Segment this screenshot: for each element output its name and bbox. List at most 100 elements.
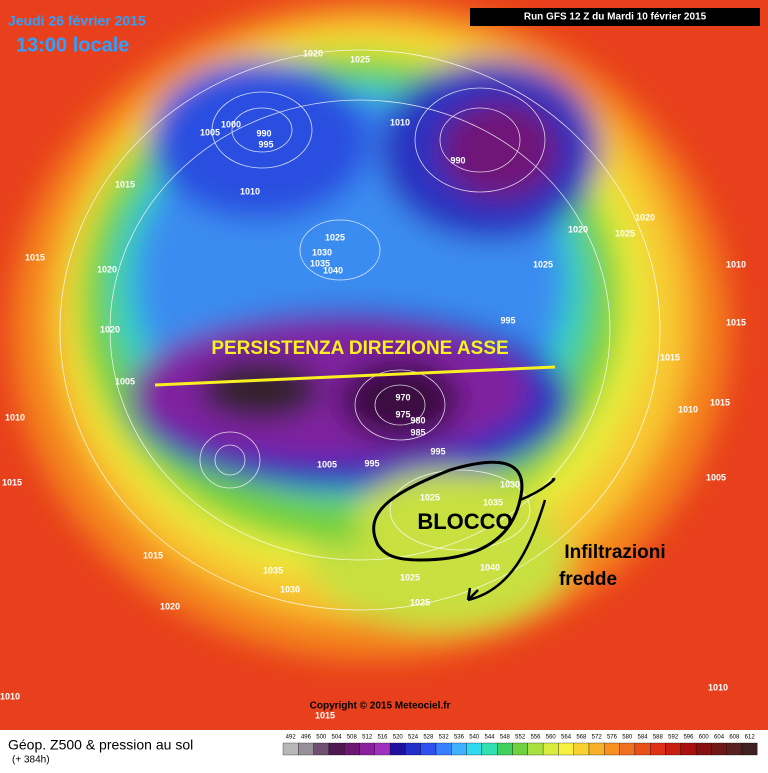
isobar-label: 1035 — [310, 258, 330, 268]
isobar-label: 995 — [430, 446, 445, 456]
scale-label: 552 — [515, 735, 526, 741]
scale-label: 500 — [316, 735, 327, 741]
scale-label: 532 — [439, 735, 450, 741]
scale-label: 524 — [408, 735, 419, 741]
isobar-label: 1015 — [315, 710, 335, 720]
isobar-label: 1010 — [0, 691, 20, 701]
isobar-label: 1005 — [200, 127, 220, 137]
isobar-label: 995 — [364, 458, 379, 468]
isobar-label: 1020 — [160, 601, 180, 611]
scale-label: 516 — [377, 735, 388, 741]
isobar-label: 1025 — [410, 597, 430, 607]
axis-annotation: PERSISTENZA DIREZIONE ASSE — [211, 338, 508, 359]
scale-label: 528 — [423, 735, 434, 741]
isobar-label: 995 — [500, 315, 515, 325]
scale-label: 568 — [576, 735, 587, 741]
isobar-label: 1025 — [533, 259, 553, 269]
scale-label: 540 — [469, 735, 480, 741]
scale-swatch — [405, 742, 421, 756]
isobar-label: 990 — [450, 155, 465, 165]
scale-swatch — [665, 742, 681, 756]
isobar-label: 1015 — [143, 550, 163, 560]
isobar-label: 1015 — [25, 252, 45, 262]
scale-swatch — [481, 742, 498, 756]
isobar-label: 1010 — [390, 117, 410, 127]
isobar-label: 1030 — [500, 479, 520, 489]
scale-swatch — [374, 742, 391, 756]
isobar-label: 1025 — [420, 492, 440, 502]
isobar-label: 1040 — [480, 562, 500, 572]
scale-swatch — [711, 742, 727, 756]
isobar-label: 1035 — [263, 565, 283, 575]
scale-label: 564 — [561, 735, 572, 741]
scale-label: 588 — [653, 735, 664, 741]
scale-label: 592 — [668, 735, 679, 741]
scale-swatch — [680, 742, 697, 756]
isobar-label: 1020 — [635, 212, 655, 222]
scale-label: 548 — [500, 735, 511, 741]
scale-label: 580 — [622, 735, 633, 741]
axis-line — [154, 365, 556, 387]
geopotential-field — [0, 0, 768, 730]
scale-swatch — [282, 742, 299, 756]
scale-label: 504 — [332, 735, 343, 741]
isobar-labels: 1020102510009901005995101099010151010101… — [0, 48, 746, 720]
scale-swatch — [328, 742, 345, 756]
isobar-label: 1015 — [710, 397, 730, 407]
isobar-label: 1025 — [350, 54, 370, 64]
scale-label: 560 — [546, 735, 557, 741]
isobar-label: 1005 — [115, 376, 135, 386]
isobar-label: 985 — [410, 427, 425, 437]
scale-swatch — [435, 742, 452, 756]
scale-swatch — [420, 742, 437, 756]
scale-label: 492 — [286, 735, 297, 741]
scale-label: 584 — [638, 735, 649, 741]
footer-lead: (+ 384h) — [12, 755, 50, 766]
scale-swatch — [298, 742, 314, 756]
scale-label: 520 — [393, 735, 404, 741]
run-box — [470, 8, 760, 26]
isobar-label: 975 — [395, 409, 410, 419]
cold-annotation: Infiltrazioni — [564, 542, 665, 563]
block-annotation: BLOCCO — [417, 509, 512, 534]
isobar-label: 980 — [410, 415, 425, 425]
isobar-label: 970 — [395, 392, 410, 402]
isobar-label: 1020 — [303, 48, 323, 58]
scale-swatch — [542, 742, 559, 756]
scale-label: 536 — [454, 735, 465, 741]
scale-label: 544 — [485, 735, 496, 741]
scale-label: 556 — [530, 735, 541, 741]
isobar-label: 1010 — [240, 186, 260, 196]
scale-swatch — [359, 742, 375, 756]
isobar-label: 1035 — [483, 497, 503, 507]
isobar-label: 990 — [256, 128, 271, 138]
scale-swatch — [527, 742, 544, 756]
cold-annotation: fredde — [559, 569, 617, 590]
scale-label: 572 — [592, 735, 603, 741]
scale-swatch — [650, 742, 666, 756]
isobar-label: 1030 — [312, 247, 332, 257]
scale-swatch — [313, 742, 330, 756]
color-scale: 492 496 500 504 508 512 516 520 524 528 532 536 540 5… — [282, 735, 758, 756]
scale-swatch — [344, 742, 360, 756]
scale-swatch — [573, 742, 590, 756]
footer-title: Géop. Z500 & pression au sol — [8, 737, 193, 753]
isobar-label: 1025 — [615, 228, 635, 238]
scale-swatch — [466, 742, 483, 756]
date: Jeudi 26 février 2015 — [8, 13, 146, 29]
scale-swatch — [389, 742, 406, 756]
scale-label: 600 — [699, 735, 710, 741]
scale-label: 608 — [729, 735, 740, 741]
isobar-label: 995 — [258, 139, 273, 149]
isobar-label: 1005 — [706, 472, 726, 482]
isobar-label: 1025 — [400, 572, 420, 582]
isobar-label: 1040 — [323, 265, 343, 275]
isobar-label: 1020 — [97, 264, 117, 274]
time: 13:00 locale — [16, 34, 129, 56]
copyright: Copyright © 2015 Meteociel.fr — [310, 701, 451, 712]
scale-label: 508 — [347, 735, 358, 741]
isobar-label: 1030 — [280, 584, 300, 594]
isobar-label: 1010 — [5, 412, 25, 422]
isobar-label: 1020 — [100, 324, 120, 334]
